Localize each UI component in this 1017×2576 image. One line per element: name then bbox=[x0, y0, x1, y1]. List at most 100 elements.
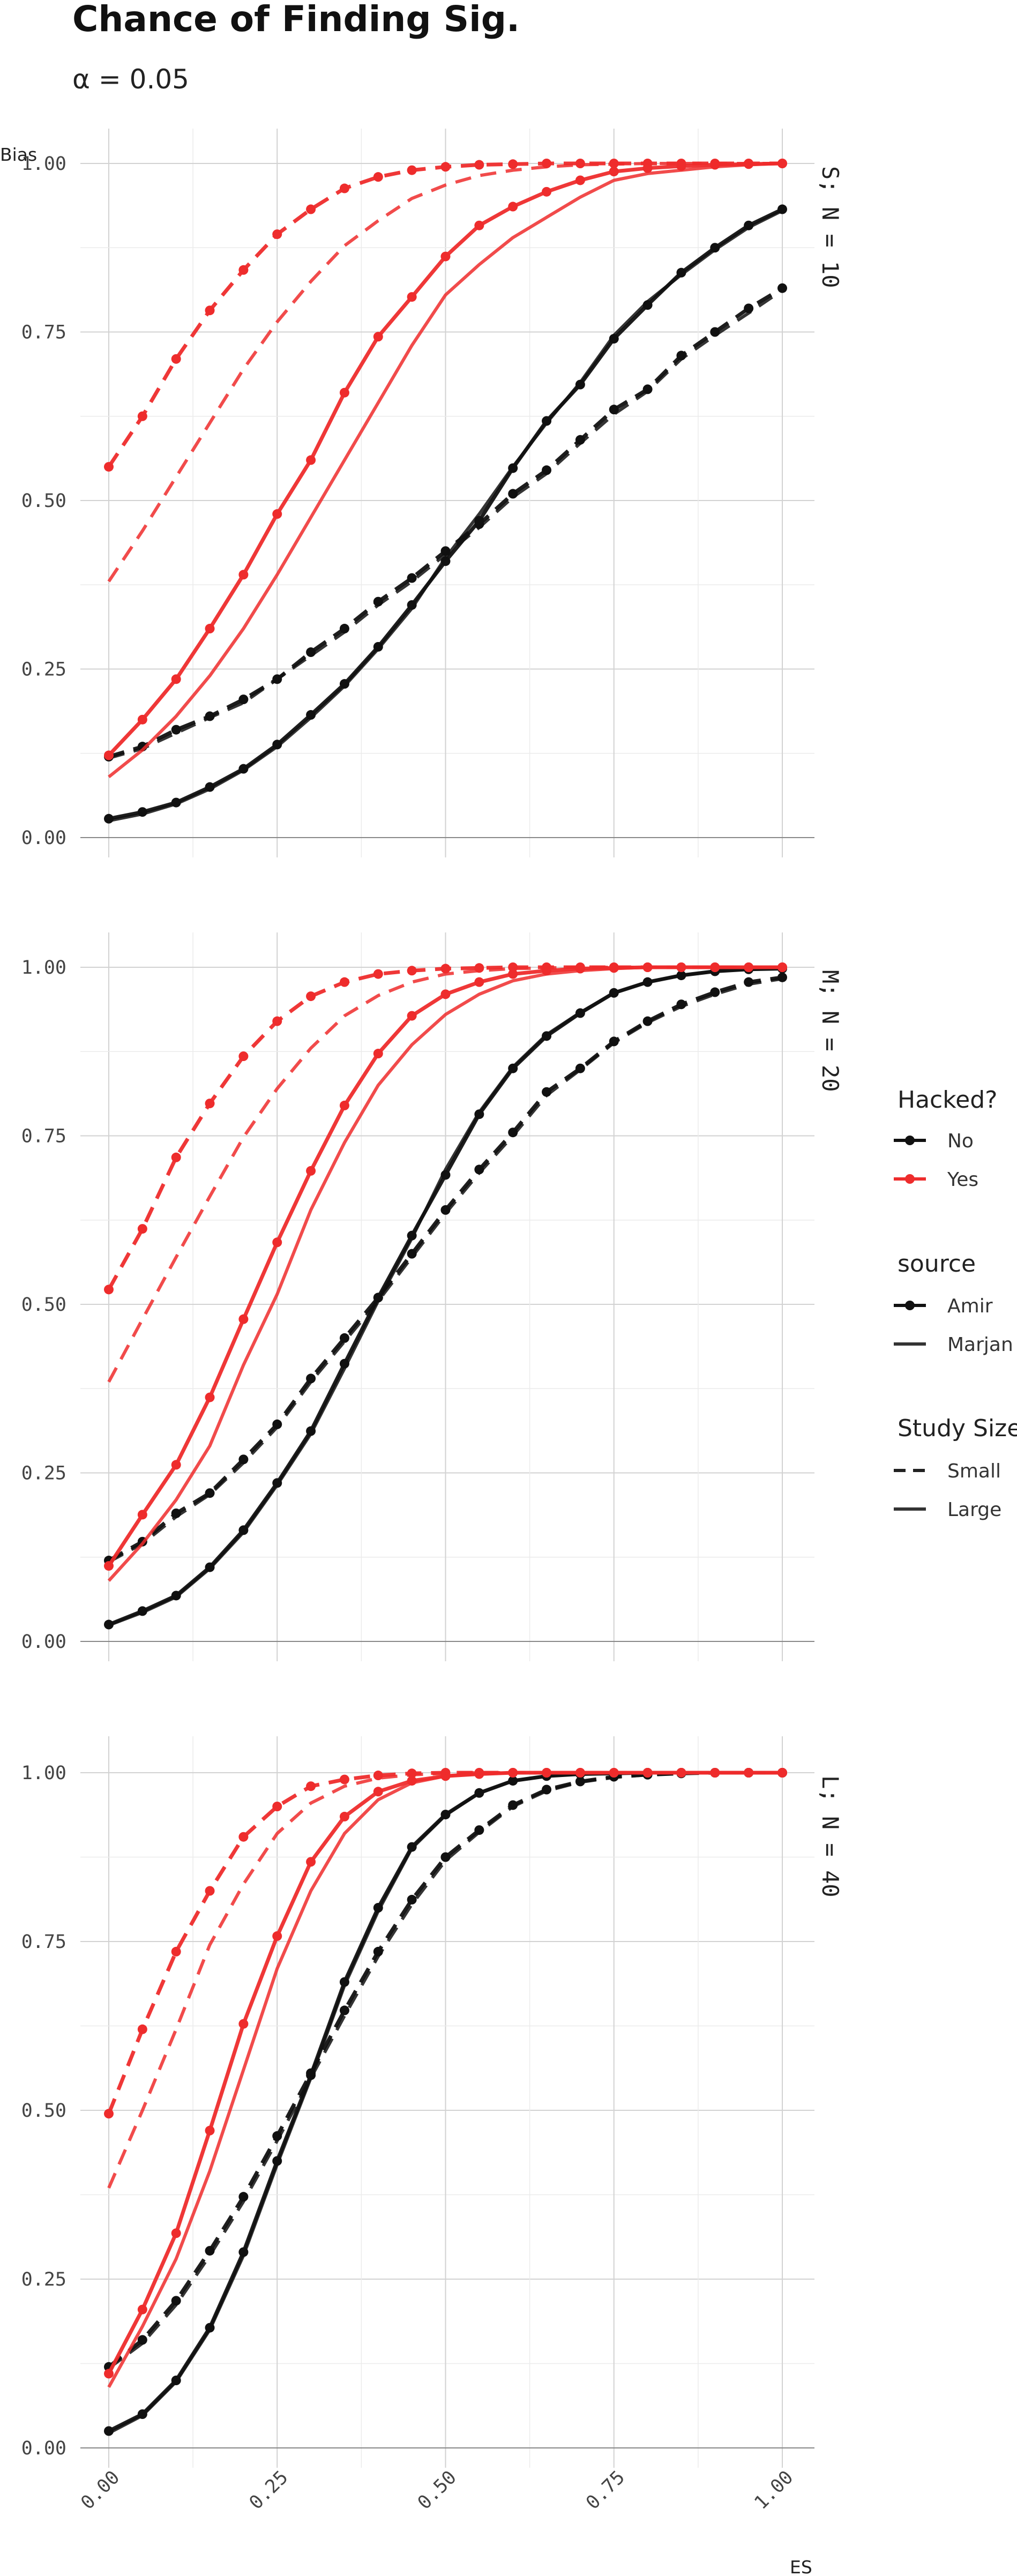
data-point bbox=[508, 159, 518, 169]
legend-key-point bbox=[905, 1136, 915, 1145]
data-point bbox=[339, 1333, 349, 1343]
data-point bbox=[272, 1237, 282, 1248]
data-point bbox=[238, 2019, 249, 2029]
x-tick-label: 0.25 bbox=[245, 2467, 293, 2514]
data-point bbox=[272, 1016, 282, 1026]
data-point bbox=[205, 1099, 215, 1109]
data-point bbox=[710, 987, 720, 997]
data-point bbox=[407, 165, 417, 175]
data-point bbox=[137, 411, 147, 421]
x-tick-label: 0.75 bbox=[582, 2467, 629, 2514]
data-point bbox=[104, 462, 114, 472]
chart-subtitle: α = 0.05 bbox=[72, 64, 189, 95]
data-point bbox=[339, 387, 349, 398]
data-point bbox=[440, 251, 451, 262]
legend-item-label: Yes bbox=[947, 1169, 978, 1191]
data-point bbox=[104, 2369, 114, 2379]
data-point bbox=[104, 750, 114, 760]
panel-2: 0.00 0.25 0.50 0.75 1.00 M; N = 20 bbox=[21, 932, 843, 1661]
x-axis-label: ES bbox=[790, 2557, 812, 2576]
y-tick-label: 1.00 bbox=[21, 1763, 66, 1784]
data-point bbox=[205, 1886, 215, 1896]
legend-item: Amir bbox=[894, 1295, 993, 1317]
data-point bbox=[373, 172, 383, 182]
data-point bbox=[137, 1510, 147, 1520]
data-point bbox=[306, 991, 316, 1002]
data-point bbox=[407, 1894, 417, 1905]
data-point bbox=[238, 695, 249, 705]
data-point bbox=[440, 989, 451, 999]
panel-strip-label: S; N = 10 bbox=[817, 166, 843, 288]
y-tick-label: 1.00 bbox=[21, 957, 66, 979]
legend-item-label: Amir bbox=[947, 1295, 993, 1317]
data-point bbox=[137, 2335, 147, 2345]
data-point bbox=[440, 964, 451, 974]
data-point bbox=[373, 332, 383, 342]
data-point bbox=[642, 1016, 653, 1026]
chart-panels: 0.00 0.25 0.50 0.75 1.00 S; N = 10 0.00 0.25 0.5… bbox=[21, 129, 843, 2514]
legend-item: Large bbox=[894, 1499, 1001, 1521]
grid bbox=[80, 129, 814, 857]
data-point bbox=[306, 647, 316, 658]
data-point bbox=[339, 2005, 349, 2015]
data-point bbox=[373, 1787, 383, 1797]
data-point bbox=[104, 1285, 114, 1295]
panel-strip-label: M; N = 20 bbox=[817, 970, 843, 1092]
y-tick-label: 0.50 bbox=[21, 2100, 66, 2122]
data-point bbox=[373, 969, 383, 979]
data-point bbox=[440, 1852, 451, 1862]
data-point bbox=[238, 265, 249, 275]
y-tick-label: 0.25 bbox=[21, 659, 66, 681]
panel-strip-label: L; N = 40 bbox=[817, 1775, 843, 1898]
data-point bbox=[272, 509, 282, 519]
legend-title-size: Study Size bbox=[898, 1415, 1017, 1442]
data-point bbox=[474, 220, 484, 230]
data-point bbox=[104, 1561, 114, 1571]
chart-title: Chance of Finding Sig. bbox=[72, 0, 520, 40]
legend-title-source: source bbox=[898, 1250, 976, 1278]
panel-3: 0.00 0.25 0.50 0.75 1.00 L; N = 40 bbox=[21, 1736, 843, 2468]
data-point bbox=[339, 1100, 349, 1110]
data-point bbox=[171, 2296, 181, 2306]
legend-item: Yes bbox=[894, 1169, 978, 1191]
data-point bbox=[205, 1488, 215, 1498]
data-point bbox=[508, 489, 518, 499]
data-point bbox=[339, 183, 349, 193]
data-point bbox=[171, 1946, 181, 1957]
data-point bbox=[642, 163, 653, 173]
data-point bbox=[407, 1011, 417, 1021]
data-point bbox=[272, 1419, 282, 1429]
data-point bbox=[272, 229, 282, 240]
legend-item-label: Large bbox=[947, 1499, 1001, 1521]
legend-item-label: Small bbox=[947, 1460, 1001, 1482]
legend-item: Marjan bbox=[894, 1334, 1013, 1356]
data-point bbox=[306, 1857, 316, 1867]
series-line-yes-marjan-large bbox=[107, 966, 782, 1582]
series-line-no-marjan-large bbox=[108, 967, 783, 1627]
data-point bbox=[137, 714, 147, 725]
data-point bbox=[339, 977, 349, 987]
data-point bbox=[137, 1224, 147, 1234]
x-tick-label: 0.00 bbox=[77, 2467, 124, 2514]
legend-key-point bbox=[905, 1301, 915, 1310]
legend-title-hacked: Hacked? bbox=[898, 1086, 998, 1114]
data-point bbox=[137, 2304, 147, 2314]
y-tick-label: 0.75 bbox=[21, 1931, 66, 1953]
data-point bbox=[306, 455, 316, 465]
data-point bbox=[272, 1802, 282, 1811]
data-point bbox=[171, 674, 181, 684]
data-point bbox=[205, 624, 215, 634]
data-point bbox=[339, 1774, 349, 1784]
y-tick-label: 0.25 bbox=[21, 1463, 66, 1484]
x-tick-labels: 0.00 0.25 0.50 0.75 1.00 bbox=[77, 2467, 797, 2514]
panel-1: 0.00 0.25 0.50 0.75 1.00 S; N = 10 bbox=[21, 129, 843, 857]
y-tick-label: 1.00 bbox=[21, 153, 66, 175]
data-point bbox=[238, 1051, 249, 1062]
data-point bbox=[171, 2228, 181, 2238]
data-point bbox=[306, 1781, 316, 1791]
data-point bbox=[306, 1166, 316, 1176]
data-point bbox=[171, 354, 181, 364]
y-tick-label: 0.50 bbox=[21, 1294, 66, 1316]
data-point bbox=[205, 305, 215, 316]
